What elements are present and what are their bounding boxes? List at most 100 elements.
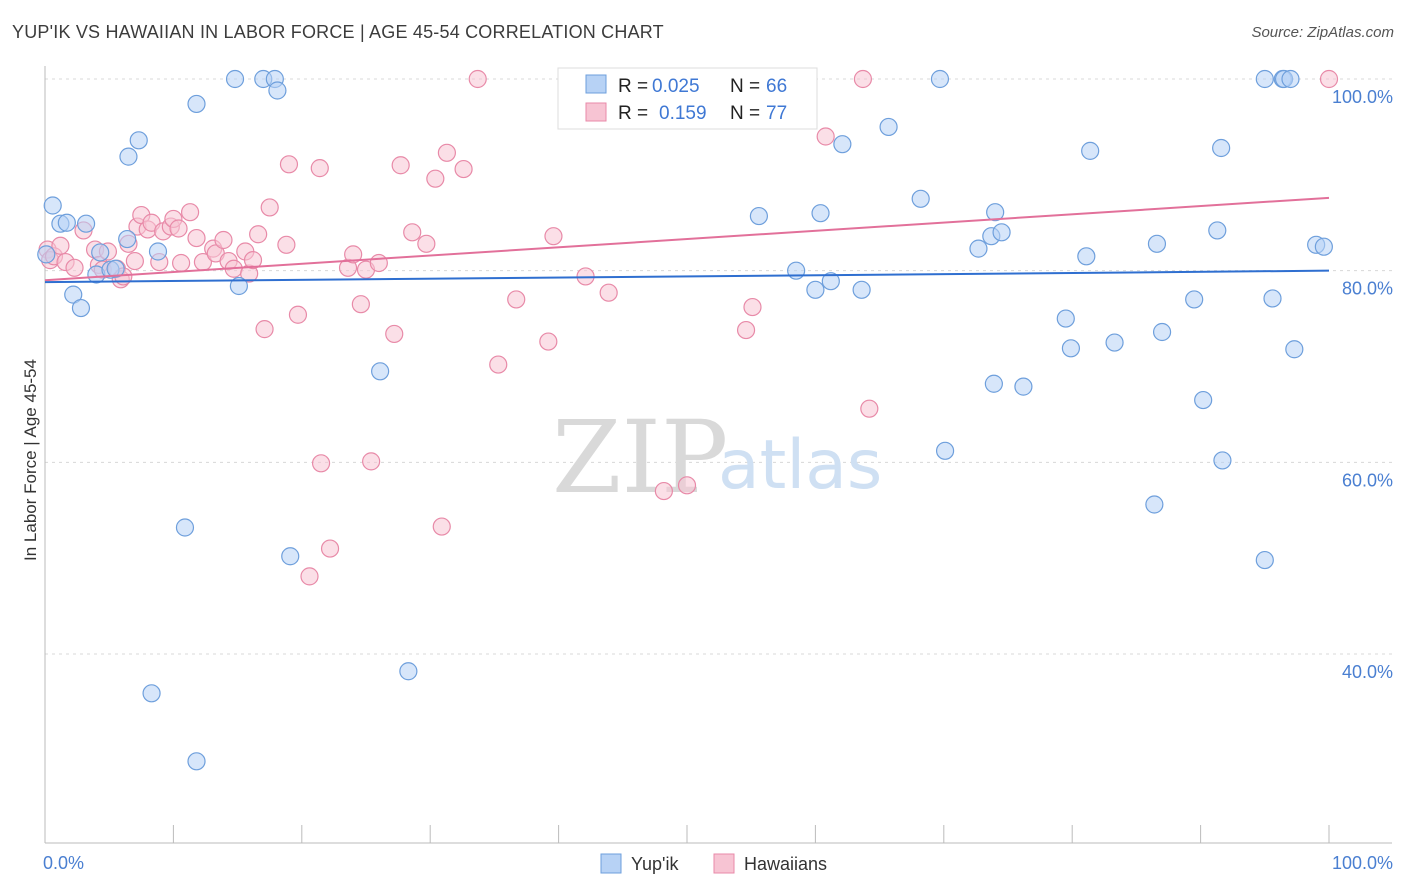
yupik-point: [106, 259, 125, 278]
yupik-point: [1263, 289, 1282, 308]
yupik-point: [76, 214, 96, 233]
trendlines: [44, 196, 1330, 284]
hawaiian-point: [816, 127, 835, 146]
yupik-point: [1213, 451, 1232, 470]
yupik-point: [969, 239, 988, 258]
yupik-point: [1147, 234, 1167, 253]
yupik-point: [1152, 322, 1172, 342]
hawaiian-point: [187, 228, 206, 248]
y-axis-label: In Labor Force | Age 45-54: [21, 359, 40, 561]
yupik-point: [1285, 340, 1304, 359]
yupik-point: [1145, 495, 1164, 514]
legend-hawaiian-n-value: 77: [766, 103, 787, 124]
bottom-legend-swatch-hawaiian: [713, 853, 735, 874]
hawaiian-point: [214, 230, 233, 250]
hawaiian-point: [172, 253, 191, 273]
hawaiian-point: [169, 219, 188, 238]
hawaiian-point: [507, 290, 526, 309]
yupik-point: [1185, 290, 1204, 309]
series-legend: Yup'ik Hawaiians: [600, 853, 827, 874]
hawaiian-point: [300, 567, 319, 586]
hawaiian-point: [249, 225, 268, 244]
yupik-point: [1281, 69, 1300, 89]
hawaiian-point: [468, 69, 487, 89]
yupik-point: [1081, 141, 1100, 160]
yupik-point: [1255, 69, 1274, 89]
legend-swatch-hawaiian: [585, 102, 607, 122]
yupik-point: [371, 362, 390, 381]
chart-title: YUP'IK VS HAWAIIAN IN LABOR FORCE | AGE …: [12, 22, 664, 42]
bottom-legend-hawaiian: Hawaiians: [744, 854, 827, 874]
yupik-point: [1208, 221, 1227, 240]
hawaiian-point: [243, 251, 263, 270]
yupik-point: [187, 94, 206, 114]
yupik-point: [399, 662, 418, 681]
yupik-point: [879, 117, 898, 137]
hawaiian-point: [362, 452, 381, 471]
hawaiian-point: [539, 332, 558, 351]
y-tick-label: 80.0%: [1342, 279, 1393, 299]
yupik-point: [833, 135, 852, 154]
hawaiian-point: [320, 539, 340, 558]
hawaiian-point: [860, 399, 879, 418]
yupik-point: [821, 272, 840, 291]
yupik-point: [1105, 333, 1124, 352]
yupik-point: [1056, 309, 1075, 328]
hawaiian-point: [853, 69, 873, 89]
hawaiian-point: [489, 355, 508, 374]
hawaiian-point: [288, 305, 308, 324]
yupik-point: [148, 242, 168, 261]
yupik-point: [1212, 138, 1231, 158]
yupik-point: [852, 280, 871, 299]
hawaiian-point: [432, 517, 451, 536]
hawaiian-point: [277, 235, 296, 254]
hawaiian-point: [51, 236, 70, 255]
legend-yupik-r-label: R =: [618, 76, 648, 97]
correlation-legend: R = 0.025 N = 66 R = 0.159 N = 77: [557, 67, 818, 130]
x-tick-label: 0.0%: [43, 853, 84, 873]
hawaiian-point: [544, 227, 563, 246]
yupik-point: [43, 196, 62, 215]
yupik-point: [930, 69, 950, 89]
hawaiian-point: [1319, 69, 1339, 89]
yupik-point: [119, 147, 138, 166]
yupik-point: [787, 261, 806, 280]
hawaiian-point: [391, 156, 410, 175]
tick-labels: 40.0% 60.0% 80.0% 100.0% 0.0% 100.0%: [43, 87, 1393, 873]
legend-hawaiian-r-label: R =: [618, 103, 648, 124]
yupik-point: [992, 223, 1011, 242]
hawaiian-point: [65, 258, 84, 277]
watermark: ZIP atlas: [552, 399, 882, 516]
yupik-point: [984, 374, 1003, 393]
chart-source: Source: ZipAtlas.com: [1251, 24, 1394, 41]
yupik-point: [37, 245, 56, 264]
x-tick-label: 100.0%: [1332, 853, 1393, 873]
hawaiian-point: [736, 320, 756, 340]
yupik-point: [57, 213, 76, 232]
hawaiian-point: [599, 283, 618, 302]
hawaiian-point: [351, 295, 370, 314]
y-tick-label: 40.0%: [1342, 662, 1393, 682]
axes: [44, 66, 1392, 844]
series-yupik-points: [37, 69, 1333, 771]
hawaiian-point: [310, 159, 329, 178]
legend-swatch-yupik: [585, 74, 607, 94]
legend-hawaiian-n-label: N =: [730, 103, 760, 124]
yupik-point: [229, 276, 248, 296]
yupik-point: [911, 189, 930, 208]
hawaiian-point: [385, 324, 404, 344]
yupik-point: [811, 204, 830, 223]
yupik-point: [91, 243, 110, 262]
legend-yupik-n-label: N =: [730, 76, 760, 97]
yupik-point: [749, 206, 769, 226]
yupik-point: [129, 131, 148, 150]
bottom-legend-yupik: Yup'ik: [631, 854, 679, 874]
hawaiian-point: [426, 169, 445, 188]
legend-yupik-r-value: 0.025: [652, 76, 700, 97]
yupik-point: [268, 81, 287, 100]
hawaiian-point: [454, 159, 473, 179]
legend-yupik-n-value: 66: [766, 76, 787, 97]
yupik-point: [187, 752, 206, 771]
yupik-point: [935, 441, 955, 460]
yupik-point: [806, 280, 825, 299]
